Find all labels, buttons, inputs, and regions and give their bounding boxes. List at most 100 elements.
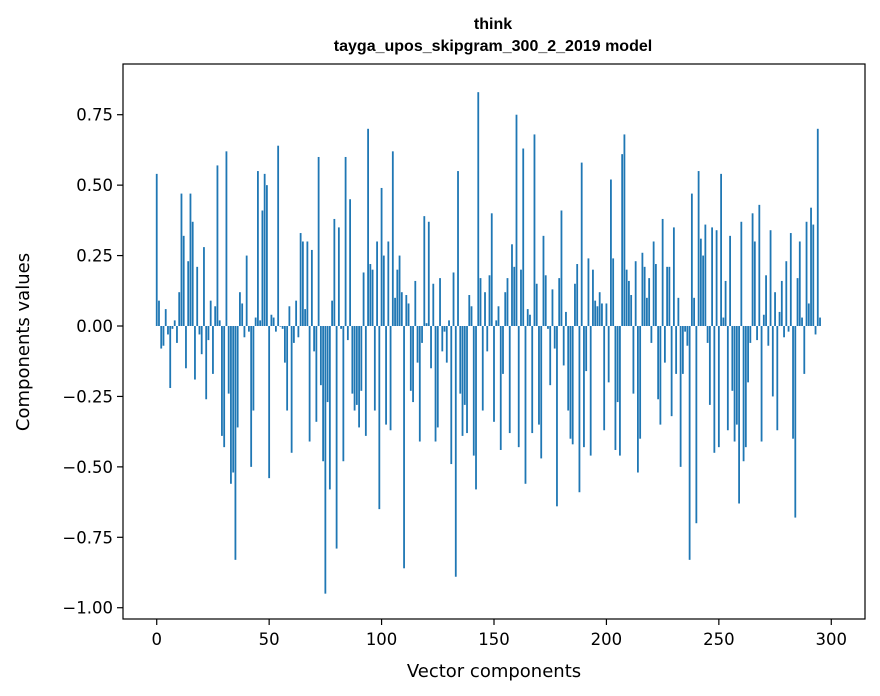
- bar-series: [155, 92, 821, 594]
- bar: [351, 326, 354, 394]
- bar: [407, 303, 410, 327]
- bar: [672, 227, 675, 326]
- bar: [306, 241, 309, 327]
- bar: [450, 326, 453, 465]
- bar: [738, 326, 740, 504]
- bar: [236, 326, 239, 428]
- bar: [317, 156, 320, 327]
- bar: [241, 303, 244, 327]
- bar: [493, 326, 495, 422]
- bar: [681, 326, 684, 374]
- bar: [504, 292, 507, 327]
- bar: [418, 326, 421, 442]
- bar: [628, 280, 630, 327]
- bar: [726, 326, 729, 431]
- bar: [169, 326, 172, 388]
- bar: [268, 326, 271, 479]
- bar: [614, 326, 617, 450]
- bar: [396, 269, 399, 327]
- bar: [297, 326, 300, 338]
- bar: [441, 326, 444, 352]
- bar: [403, 326, 405, 569]
- bar: [466, 326, 468, 434]
- bar: [780, 280, 783, 327]
- bar: [288, 306, 291, 326]
- bar: [753, 241, 756, 327]
- bar: [281, 326, 284, 329]
- bar: [203, 247, 205, 326]
- bar: [380, 187, 383, 327]
- bar: [668, 266, 671, 326]
- bar: [538, 326, 540, 425]
- bar: [486, 326, 489, 352]
- bar: [801, 317, 803, 326]
- y-tick-label: 0.25: [76, 247, 113, 266]
- bar: [436, 326, 439, 428]
- bar: [601, 303, 603, 327]
- bar: [807, 303, 810, 327]
- bar: [733, 326, 736, 442]
- bar: [490, 213, 493, 326]
- bar: [209, 300, 212, 327]
- bar: [243, 326, 246, 338]
- bar: [326, 326, 329, 403]
- bar: [810, 207, 812, 326]
- bar: [684, 326, 687, 332]
- bar: [693, 297, 696, 326]
- bar: [771, 326, 774, 397]
- bar: [598, 292, 601, 327]
- bar: [677, 297, 680, 326]
- bar: [412, 326, 414, 403]
- bar: [216, 165, 219, 326]
- bar: [218, 320, 221, 326]
- bar: [367, 128, 369, 327]
- bar: [331, 300, 334, 327]
- bar: [619, 326, 621, 456]
- bar: [360, 326, 363, 391]
- chart-title: think: [474, 16, 512, 33]
- bar: [421, 326, 423, 343]
- bar: [542, 235, 545, 326]
- bar: [646, 297, 648, 326]
- bar: [816, 128, 819, 327]
- bar: [477, 92, 480, 326]
- bar: [270, 314, 273, 327]
- bar: [547, 326, 549, 329]
- bar: [340, 326, 342, 329]
- bar: [735, 326, 738, 425]
- bar: [740, 221, 743, 327]
- bar: [756, 326, 758, 341]
- bar: [762, 314, 765, 327]
- bar: [749, 326, 752, 343]
- bar: [259, 320, 262, 326]
- bar: [666, 266, 669, 326]
- bar: [715, 230, 718, 327]
- x-tick-label: 50: [259, 630, 280, 649]
- bar: [612, 258, 615, 326]
- bar: [587, 258, 590, 326]
- bar: [657, 326, 660, 400]
- bar: [200, 326, 203, 355]
- bar: [571, 326, 574, 445]
- bar: [596, 306, 599, 326]
- bar: [205, 326, 208, 400]
- bar: [301, 241, 304, 327]
- bar: [495, 320, 498, 326]
- bar: [234, 326, 237, 560]
- bar: [254, 317, 257, 326]
- bar: [160, 326, 163, 349]
- x-tick-label: 150: [478, 630, 510, 649]
- bar: [257, 171, 259, 327]
- bar: [742, 326, 745, 462]
- bar: [553, 326, 556, 349]
- bar: [459, 326, 462, 394]
- bar: [414, 280, 417, 327]
- bar: [729, 235, 731, 326]
- bar: [479, 278, 482, 326]
- bar: [722, 317, 725, 326]
- bar: [713, 326, 716, 453]
- x-tick-label: 250: [703, 630, 735, 649]
- bar: [515, 114, 518, 327]
- x-tick-label: 200: [591, 630, 623, 649]
- bar: [187, 261, 190, 327]
